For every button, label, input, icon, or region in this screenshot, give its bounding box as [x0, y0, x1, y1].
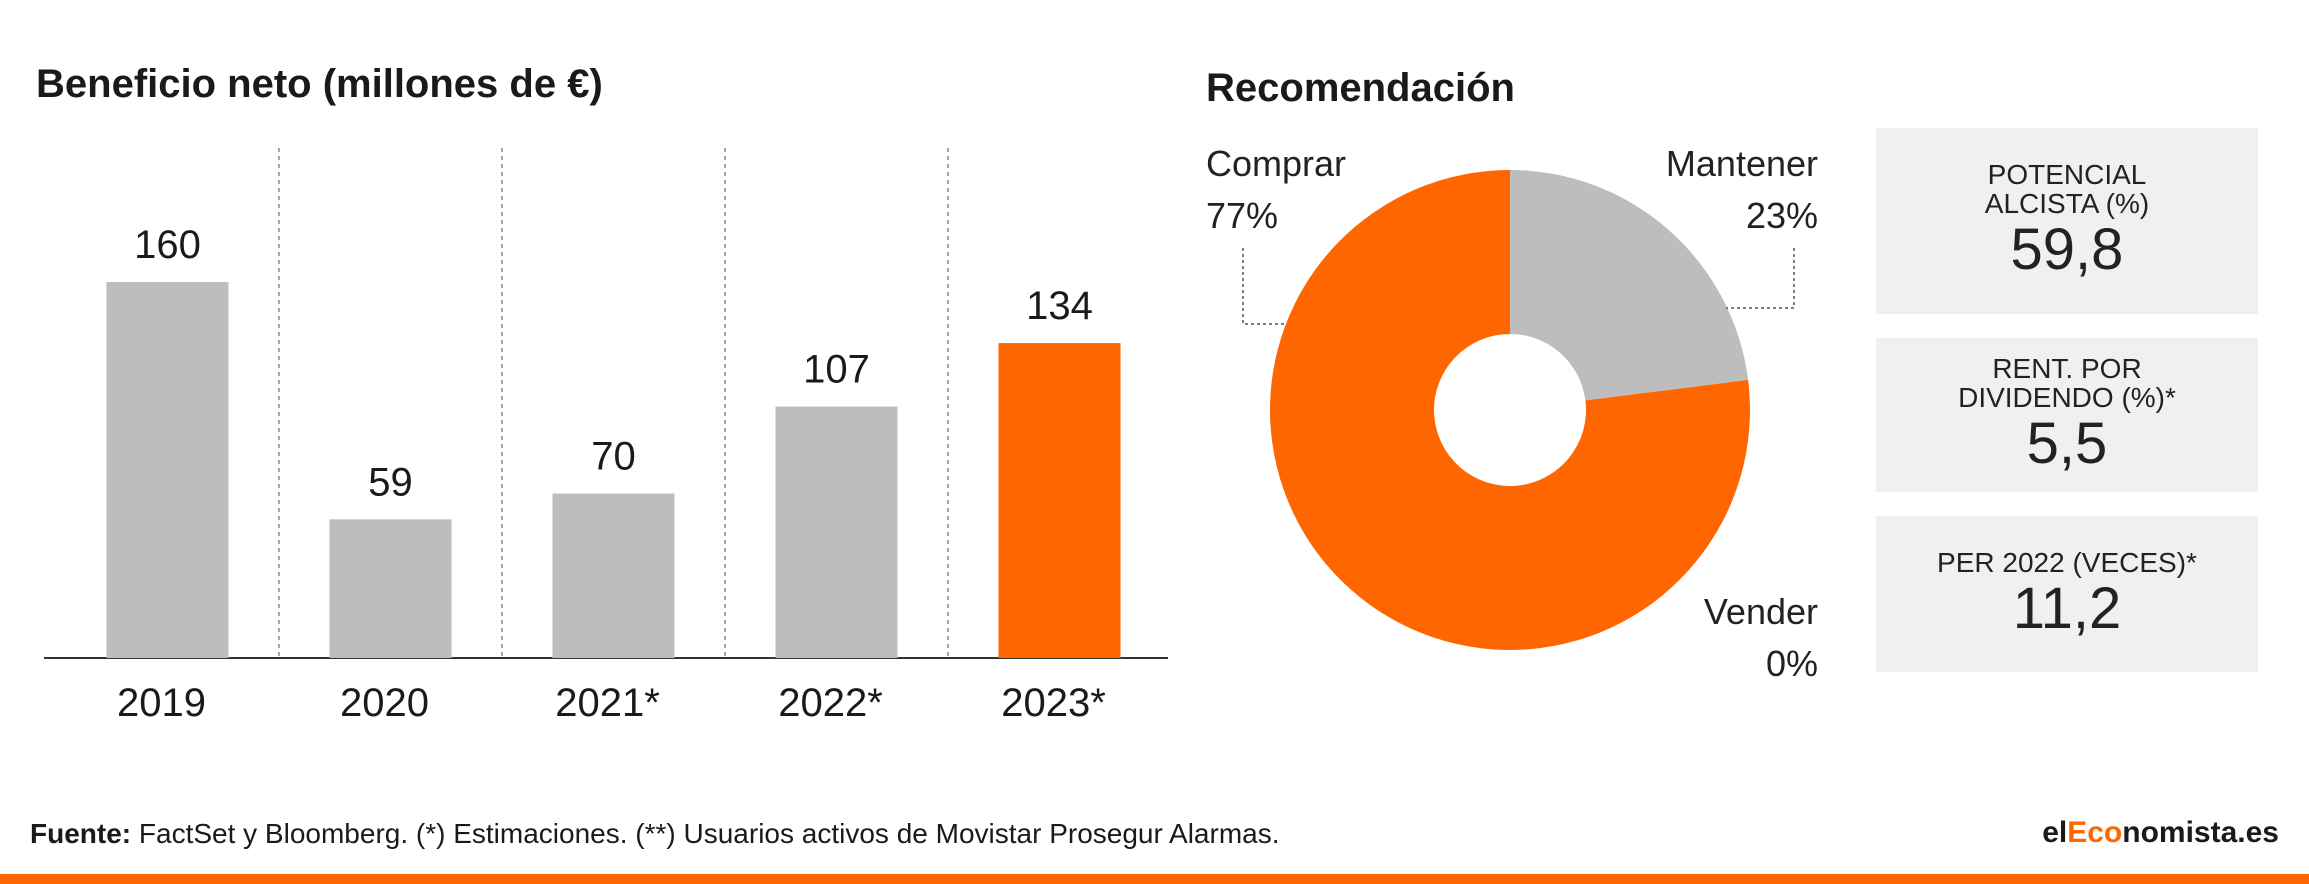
pie-label-comprar-value: 77% [1206, 195, 1279, 236]
kpi-rentabilidad-dividendo: RENT. POR DIVIDENDO (%)* 5,5 [1876, 338, 2258, 492]
pie-chart [1242, 169, 1795, 651]
kpi-per-2022: PER 2022 (VECES)* 11,2 [1876, 516, 2258, 672]
leader-line-comprar [1242, 248, 1284, 325]
bar-value-label: 59 [368, 460, 413, 504]
pie-label-comprar: Comprar 77% [1206, 138, 1346, 242]
pie-label-comprar-name: Comprar [1206, 143, 1347, 184]
source-note: Fuente: FactSet y Bloomberg. (*) Estimac… [30, 818, 1280, 850]
bar [329, 519, 452, 658]
brand-logo: elEconomista.es [2042, 816, 2279, 850]
kpi-value: 59,8 [2010, 217, 2124, 282]
kpi-potencial-alcista: POTENCIAL ALCISTA (%) 59,8 [1876, 128, 2258, 314]
pie-label-mantener-name: Mantener [1665, 143, 1818, 184]
kpi-label-line1: POTENCIAL [1987, 159, 2147, 190]
source-label: Fuente: [30, 818, 132, 849]
bar [998, 343, 1121, 658]
x-tick-label: 2021* [555, 681, 660, 725]
bottom-accent-bar [0, 874, 2309, 884]
pie-label-vender-name: Vender [1703, 591, 1818, 632]
pie-label-mantener: Mantener 23% [1666, 138, 1818, 242]
bar-value-label: 107 [803, 348, 870, 392]
bar-chart-title: Beneficio neto (millones de €) [36, 62, 603, 106]
brand-part2: Eco [2067, 816, 2123, 849]
pie-slice-comprar [1270, 169, 1750, 651]
leader-line-mantener [1726, 248, 1795, 309]
x-tick-label: 2020 [340, 681, 429, 725]
x-tick-label: 2019 [117, 681, 206, 725]
bar [106, 282, 229, 658]
brand-part1: el [2042, 816, 2068, 849]
kpi-label-line2: DIVIDENDO (%)* [1958, 382, 2176, 413]
bar-value-label: 70 [591, 435, 636, 479]
bar-value-label: 134 [1026, 284, 1093, 328]
kpi-label-line2: ALCISTA (%) [1984, 188, 2150, 219]
pie-label-vender: Vender 0% [1704, 586, 1818, 690]
pie-chart-title: Recomendación [1206, 66, 1515, 110]
bar [775, 406, 898, 658]
kpi-value: 11,2 [2012, 575, 2122, 641]
kpi-label-line1: PER 2022 (VECES)* [1937, 546, 2197, 578]
x-tick-label: 2023* [1001, 681, 1106, 725]
bar-value-label: 160 [134, 223, 201, 267]
source-text: FactSet y Bloomberg. (*) Estimaciones. (… [131, 818, 1280, 849]
brand-part3: nomista.es [2122, 816, 2279, 849]
bar-chart: 160 2019 59 2020 70 2021* 107 2022* 134 2023* [44, 148, 1168, 725]
pie-label-mantener-value: 23% [1745, 195, 1818, 236]
kpi-value: 5,5 [2026, 411, 2108, 476]
bar [552, 493, 675, 658]
pie-label-vender-value: 0% [1765, 643, 1818, 684]
x-tick-label: 2022* [778, 681, 883, 725]
pie-slice-mantener [1510, 170, 1749, 401]
kpi-label-line1: RENT. POR [1992, 353, 2142, 384]
